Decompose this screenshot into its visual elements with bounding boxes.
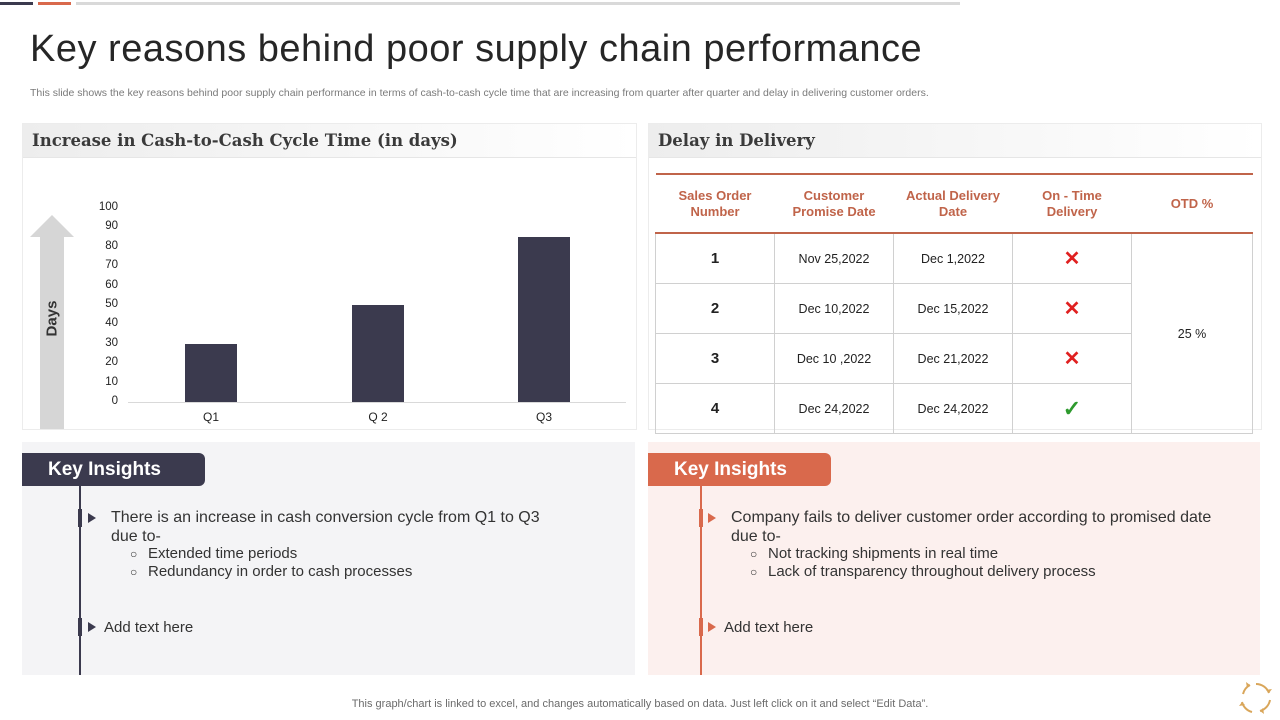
- table-header-row: Sales Order Number Customer Promise Date…: [655, 173, 1253, 234]
- chart-y-axis-label: Days: [43, 300, 61, 337]
- on-time-cell: ✕: [1012, 333, 1132, 384]
- check-icon: ✓: [1062, 395, 1082, 421]
- x-axis-line: [128, 402, 626, 403]
- cross-icon: ✕: [1063, 248, 1081, 270]
- bullet-marker: [78, 618, 82, 636]
- insight-right-point2: Add text here: [724, 619, 814, 636]
- insight-right-point1: Company fails to deliver customer order …: [731, 509, 1212, 545]
- page-subtitle: This slide shows the key reasons behind …: [30, 87, 929, 99]
- order-number: 3: [655, 333, 775, 384]
- insight-right-sub1: ○ Not tracking shipments in real time: [750, 545, 998, 562]
- insights-right-line: [700, 486, 702, 675]
- sub-text: Not tracking shipments in real time: [768, 545, 999, 562]
- insight-left-point1: There is an increase in cash conversion …: [111, 509, 540, 545]
- insights-left-panel: Key Insights There is an increase in cas…: [22, 442, 635, 675]
- y-tick-label: 100: [98, 201, 118, 213]
- y-tick-label: 70: [105, 259, 118, 272]
- order-number: 2: [655, 283, 775, 334]
- x-tick-label: Q 2: [368, 410, 388, 424]
- chart-panel-header: Increase in Cash-to-Cash Cycle Time (in …: [23, 124, 636, 158]
- promise-date: Dec 10,2022: [774, 283, 894, 334]
- insight-left-point2: Add text here: [104, 619, 194, 636]
- cross-icon: ✕: [1063, 348, 1081, 370]
- col-sales-order: Sales Order Number: [655, 173, 775, 234]
- play-arrow-icon: [88, 622, 96, 632]
- play-arrow-icon: [708, 513, 716, 523]
- top-accent-line: [76, 2, 960, 5]
- delivery-panel-header: Delay in Delivery: [649, 124, 1261, 158]
- y-tick-label: 60: [105, 278, 118, 291]
- col-on-time: On - Time Delivery: [1012, 173, 1132, 234]
- bullet-marker: [699, 509, 703, 527]
- actual-date: Dec 15,2022: [893, 283, 1013, 334]
- circle-bullet-icon: ○: [130, 547, 138, 561]
- y-tick-label: 40: [105, 317, 118, 330]
- insights-right-tab: Key Insights: [648, 453, 831, 486]
- insight-right-sub2: ○ Lack of transparency throughout deliver…: [750, 563, 1096, 580]
- x-tick-label: Q1: [202, 410, 219, 424]
- top-accent-orange: [38, 2, 71, 5]
- table-row: 1 Nov 25,2022 Dec 1,2022 ✕ 25 %: [655, 232, 1253, 434]
- sub-text: Extended time periods: [148, 545, 298, 562]
- insight-left-sub1: ○ Extended time periods: [130, 545, 297, 562]
- circle-bullet-icon: ○: [750, 547, 758, 561]
- play-arrow-icon: [708, 622, 716, 632]
- bar-q3: [518, 237, 570, 402]
- up-arrow-icon: [30, 215, 74, 429]
- col-actual-date: Actual Delivery Date: [893, 173, 1013, 234]
- promise-date: Dec 24,2022: [774, 383, 894, 434]
- insights-left-tab: Key Insights: [22, 453, 205, 486]
- chart-panel-title: Increase in Cash-to-Cash Cycle Time (in …: [32, 131, 458, 150]
- actual-date: Dec 24,2022: [893, 383, 1013, 434]
- y-tick-label: 10: [105, 375, 118, 388]
- y-tick-label: 30: [105, 336, 118, 349]
- y-tick-label: 0: [111, 395, 118, 407]
- circle-bullet-icon: ○: [130, 565, 138, 579]
- otd-value: 25 %: [1131, 232, 1253, 434]
- top-accent-dark: [0, 2, 33, 5]
- bar-q2: [352, 305, 404, 402]
- col-otd: OTD %: [1131, 173, 1253, 234]
- table-row: 4 Dec 24,2022 Dec 24,2022 ✓: [655, 383, 1253, 434]
- sub-text: Lack of transparency throughout delivery…: [768, 563, 1096, 580]
- y-tick-label: 20: [105, 356, 118, 369]
- on-time-cell: ✓: [1012, 383, 1132, 434]
- promise-date: Nov 25,2022: [774, 232, 894, 284]
- table-row: 2 Dec 10,2022 Dec 15,2022 ✕: [655, 283, 1253, 334]
- page-title: Key reasons behind poor supply chain per…: [30, 28, 923, 70]
- actual-date: Dec 1,2022: [893, 232, 1013, 284]
- delivery-table: Sales Order Number Customer Promise Date…: [655, 173, 1253, 434]
- insights-left-line: [79, 486, 81, 675]
- col-promise-date: Customer Promise Date: [774, 173, 894, 234]
- y-tick-label: 80: [105, 239, 118, 252]
- delivery-panel-title: Delay in Delivery: [658, 131, 815, 150]
- footer-note: This graph/chart is linked to excel, and…: [351, 698, 929, 710]
- play-arrow-icon: [88, 513, 96, 523]
- bullet-marker: [78, 509, 82, 527]
- refresh-cycle-icon: [1239, 682, 1272, 714]
- on-time-cell: ✕: [1012, 232, 1132, 284]
- order-number: 4: [655, 383, 775, 434]
- on-time-cell: ✕: [1012, 283, 1132, 334]
- sub-text: Redundancy in order to cash processes: [148, 563, 413, 580]
- y-tick-label: 90: [105, 220, 118, 233]
- bullet-marker: [699, 618, 703, 636]
- bar-q1: [185, 343, 237, 402]
- y-tick-label: 50: [105, 298, 118, 310]
- table-row: 3 Dec 10 ,2022 Dec 21,2022 ✕: [655, 333, 1253, 384]
- cross-icon: ✕: [1063, 298, 1081, 320]
- circle-bullet-icon: ○: [750, 565, 758, 579]
- x-tick-label: Q3: [535, 410, 552, 424]
- insights-right-panel: Key Insights Company fails to deliver cu…: [648, 442, 1260, 675]
- order-number: 1: [655, 232, 775, 284]
- insight-left-sub2: ○ Redundancy in order to cash processes: [130, 563, 412, 580]
- actual-date: Dec 21,2022: [893, 333, 1013, 384]
- promise-date: Dec 10 ,2022: [774, 333, 894, 384]
